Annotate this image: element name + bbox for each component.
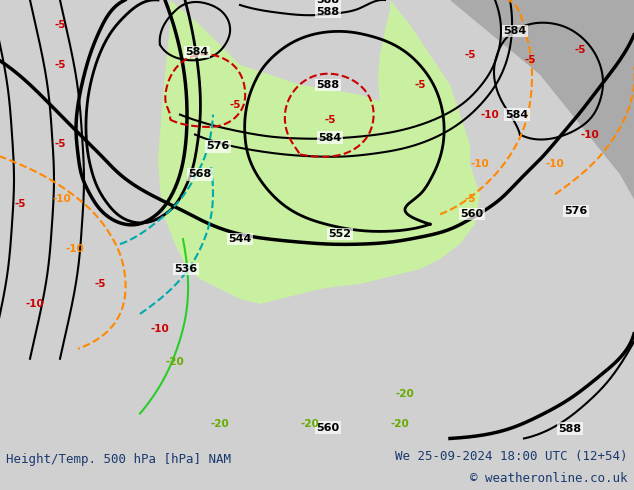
Text: 584: 584 [185,47,209,57]
Text: 536: 536 [174,264,198,274]
Text: -10: -10 [53,195,72,204]
Text: 584: 584 [318,132,342,143]
Text: -10: -10 [546,159,564,170]
Text: 588: 588 [316,7,340,17]
Text: -20: -20 [165,357,184,367]
Text: -5: -5 [230,99,241,110]
Text: -5: -5 [524,55,536,65]
Text: -10: -10 [470,159,489,170]
Text: -20: -20 [396,389,415,399]
Text: -20: -20 [210,418,230,429]
Polygon shape [158,0,480,304]
Text: -20: -20 [301,418,320,429]
Text: 576: 576 [207,142,230,151]
Text: Height/Temp. 500 hPa [hPa] NAM: Height/Temp. 500 hPa [hPa] NAM [6,453,231,466]
Text: -5: -5 [94,279,106,289]
Text: © weatheronline.co.uk: © weatheronline.co.uk [470,472,628,485]
Text: -20: -20 [391,418,410,429]
Text: 568: 568 [188,170,212,179]
Text: -5: -5 [14,199,26,209]
Text: 560: 560 [316,422,340,433]
Text: 588: 588 [316,0,340,5]
Text: 584: 584 [505,110,529,120]
Text: -5: -5 [55,60,66,70]
Text: 576: 576 [564,206,588,216]
Text: -10: -10 [151,324,169,334]
Text: -5: -5 [464,50,476,60]
Text: -5: -5 [324,115,336,124]
Text: 552: 552 [328,229,351,239]
Text: -5: -5 [55,20,66,30]
Text: -5: -5 [574,45,586,55]
Text: -10: -10 [481,110,500,120]
Text: -10: -10 [25,299,44,309]
Text: 560: 560 [460,209,484,219]
Polygon shape [378,0,470,229]
Text: -10: -10 [581,129,599,140]
Text: -10: -10 [66,244,84,254]
Text: 584: 584 [503,26,527,36]
Text: 588: 588 [559,423,581,434]
Text: -5: -5 [464,195,476,204]
Text: -5: -5 [414,80,426,90]
Text: -5: -5 [55,140,66,149]
Text: We 25-09-2024 18:00 UTC (12+54): We 25-09-2024 18:00 UTC (12+54) [395,450,628,463]
Polygon shape [450,0,634,199]
Text: 588: 588 [316,80,340,90]
Text: 544: 544 [228,234,252,244]
